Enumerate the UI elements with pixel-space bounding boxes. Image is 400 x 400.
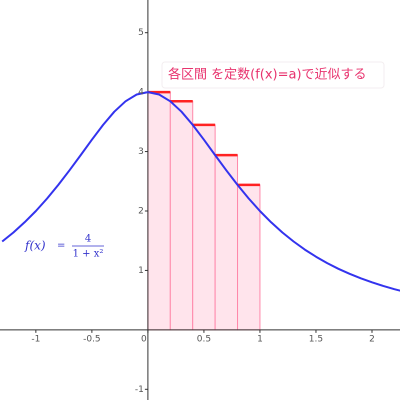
step-bar	[147, 91, 171, 331]
x-tick-label: 0	[141, 334, 147, 344]
y-tick-label: 5	[138, 28, 144, 38]
annotation-box	[161, 61, 385, 89]
y-tick-label: -1	[135, 385, 144, 395]
x-tick-label: 1	[257, 334, 263, 344]
y-tick-label: 4	[138, 88, 144, 98]
curve	[1, 91, 400, 292]
x-tick-label: -0.5	[83, 334, 101, 344]
y-tick-label: 3	[138, 147, 144, 157]
x-tick-label: 0.5	[197, 334, 211, 344]
formula-eq: =	[57, 241, 65, 252]
x-tick-label: 1.5	[309, 334, 323, 344]
x-tick-label: 2	[369, 334, 375, 344]
formula-numerator: 4	[85, 234, 91, 245]
step-bar	[192, 124, 216, 331]
y-tick-label: 2	[138, 206, 144, 216]
step-bar	[169, 100, 194, 331]
formula-lhs: f(x)	[24, 239, 46, 253]
x-tick-label: -1	[31, 334, 40, 344]
annotation: 各区間 を定数(f(x)=a)で近似する	[168, 67, 367, 83]
formula-denominator: 1 + x²	[73, 249, 104, 260]
y-tick-label: 1	[138, 266, 144, 276]
